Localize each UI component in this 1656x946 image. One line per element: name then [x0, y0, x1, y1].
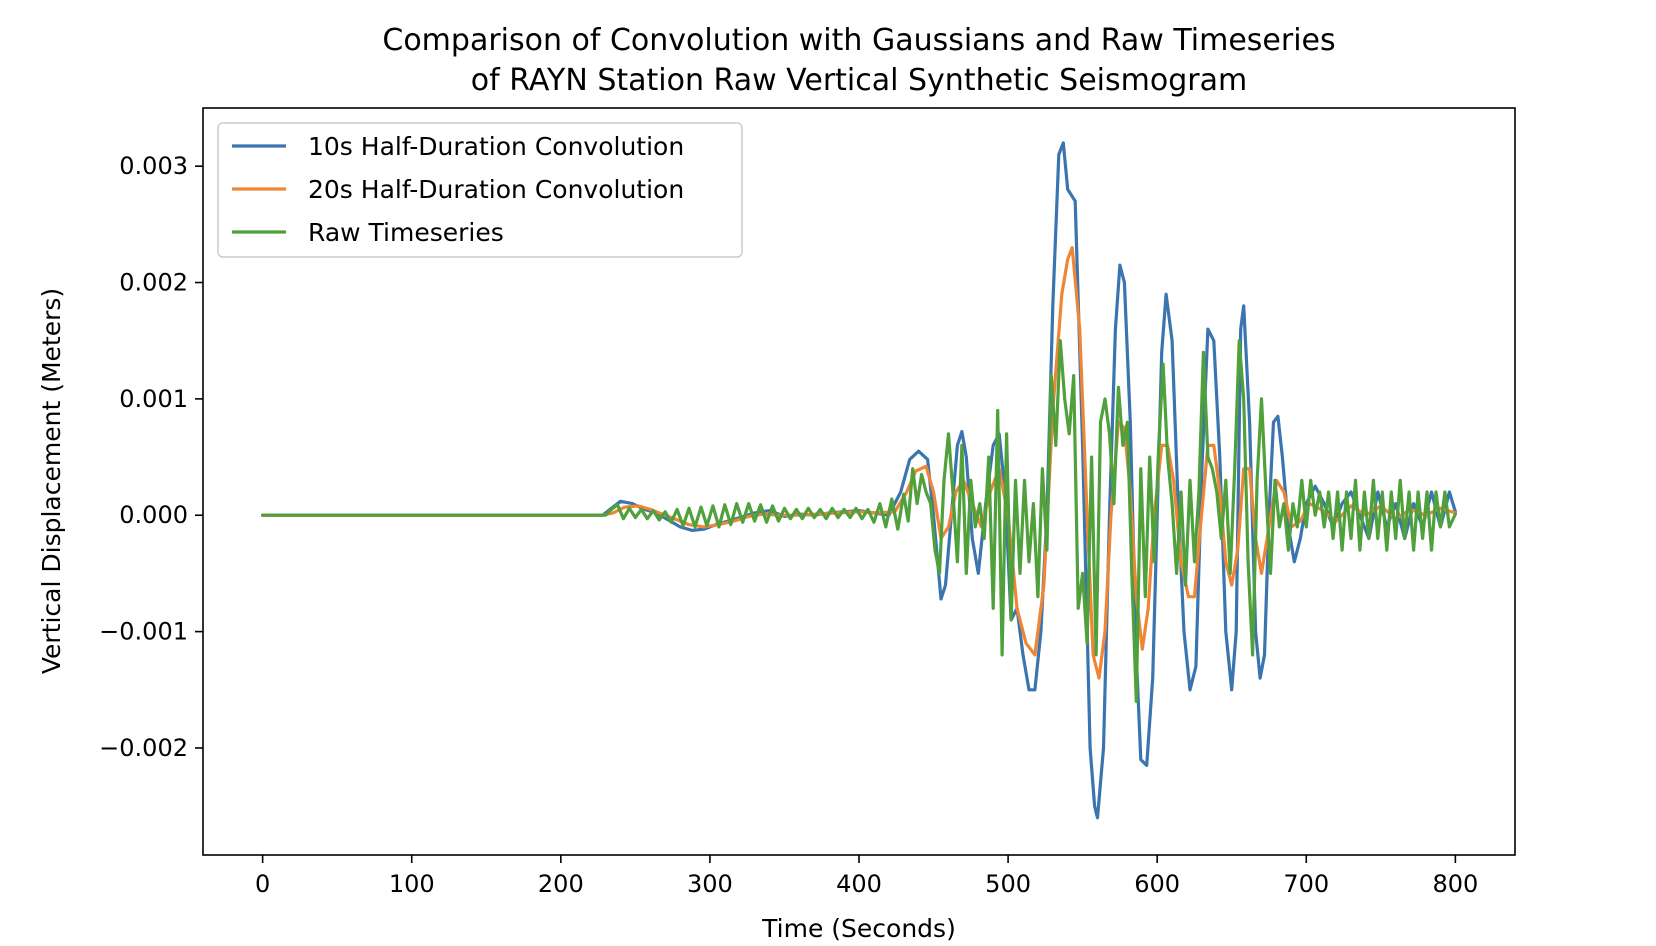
x-tick-label: 200: [538, 870, 584, 898]
chart-title-line-1: Comparison of Convolution with Gaussians…: [382, 23, 1335, 58]
legend-label-2: 20s Half-Duration Convolution: [308, 175, 684, 204]
series-line-3: [261, 339, 1457, 703]
legend-label-3: Raw Timeseries: [308, 218, 504, 247]
y-axis-label: Vertical Displacement (Meters): [37, 288, 66, 674]
legend-label-1: 10s Half-Duration Convolution: [308, 132, 684, 161]
x-axis: 0 100 200 300 400 500 600 700 800: [255, 855, 1478, 898]
x-tick-label: 600: [1134, 870, 1180, 898]
x-tick-label: 800: [1432, 870, 1478, 898]
y-axis: 0.003 0.002 0.001 0.000 −0.001 −0.002: [99, 152, 203, 762]
series-layer: [261, 141, 1457, 820]
legend-box: [217, 122, 743, 258]
y-tick-label: 0.001: [119, 385, 188, 413]
x-tick-label: 0: [255, 870, 270, 898]
x-tick-label: 700: [1283, 870, 1329, 898]
y-tick-label: 0.002: [119, 269, 188, 297]
y-tick-label: −0.002: [99, 734, 188, 762]
x-tick-label: 500: [985, 870, 1031, 898]
legend: 10s Half-Duration Convolution 20s Half-Du…: [217, 122, 743, 258]
chart-title-line-2: of RAYN Station Raw Vertical Synthetic S…: [471, 63, 1247, 98]
x-tick-label: 400: [836, 870, 882, 898]
y-tick-label: 0.003: [119, 152, 188, 180]
y-tick-label: 0.000: [119, 501, 188, 529]
x-tick-label: 100: [389, 870, 435, 898]
x-axis-label: Time (Seconds): [761, 914, 956, 943]
y-tick-label: −0.001: [99, 618, 188, 646]
x-tick-label: 300: [687, 870, 733, 898]
